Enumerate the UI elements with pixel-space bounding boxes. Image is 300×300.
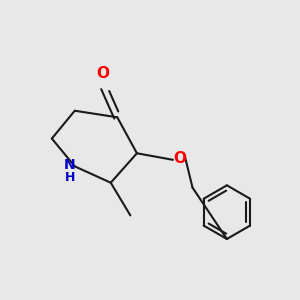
Text: O: O: [174, 151, 187, 166]
Text: N: N: [64, 158, 76, 172]
Text: H: H: [65, 171, 75, 184]
Text: O: O: [96, 66, 109, 81]
